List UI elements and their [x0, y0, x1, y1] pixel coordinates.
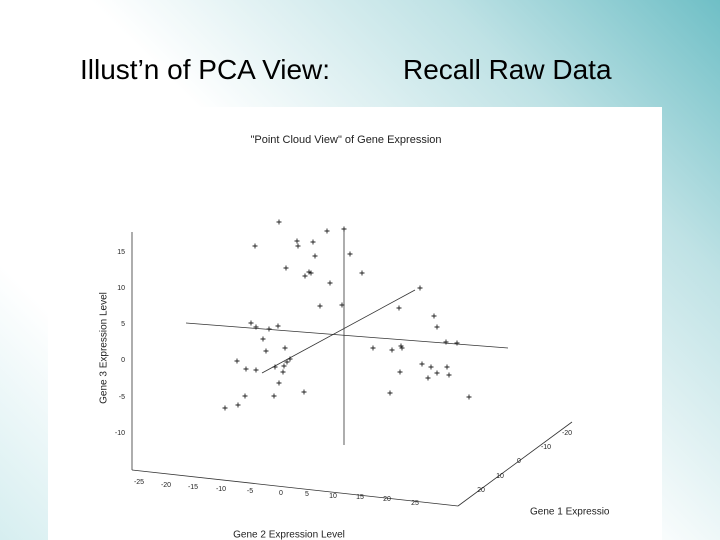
point [301, 389, 307, 395]
figure-background [48, 107, 662, 540]
point [287, 356, 293, 362]
point [252, 243, 258, 249]
point [266, 326, 272, 332]
x-axis-label: Gene 2 Expression Level [233, 530, 345, 540]
point [222, 405, 228, 411]
point [466, 394, 472, 400]
tick-label: 25 [411, 500, 419, 507]
point [310, 239, 316, 245]
point [425, 375, 431, 381]
point [431, 313, 437, 319]
point [434, 370, 440, 376]
point [284, 359, 290, 365]
tick-label: -15 [188, 484, 198, 491]
point [280, 369, 286, 375]
point [446, 372, 452, 378]
tick-label: -5 [247, 488, 253, 495]
point [283, 265, 289, 271]
point [444, 364, 450, 370]
tick-label: -10 [115, 430, 125, 437]
point-cloud [222, 219, 472, 411]
point [276, 380, 282, 386]
tick-label: -20 [562, 430, 572, 437]
point [272, 364, 278, 370]
point [282, 345, 288, 351]
figure-title: "Point Cloud View" of Gene Expression [250, 134, 441, 146]
point [275, 323, 281, 329]
point [419, 361, 425, 367]
point [397, 369, 403, 375]
point [312, 253, 318, 259]
point [281, 363, 287, 369]
point [370, 345, 376, 351]
tick-label: 0 [121, 357, 125, 364]
point [248, 320, 254, 326]
point [276, 219, 282, 225]
y-axis-label: Gene 1 Expressio [530, 507, 610, 518]
point [417, 285, 423, 291]
point [324, 228, 330, 234]
tick-labels: 15 10 5 0 -5 -10 -25 -20 -15 -10 -5 0 5 10 15 20 25 -20 -1… [115, 249, 572, 507]
point [242, 393, 248, 399]
slide-title: Illust’n of PCA View: [80, 54, 331, 85]
point [389, 347, 395, 353]
point [243, 366, 249, 372]
point [428, 364, 434, 370]
point [339, 302, 345, 308]
tick-label: 15 [117, 249, 125, 256]
tick-label: -20 [161, 482, 171, 489]
tick-label: 5 [305, 491, 309, 498]
tick-label: 10 [329, 493, 337, 500]
point [399, 345, 405, 351]
point [341, 226, 347, 232]
point [317, 303, 323, 309]
tick-label: 0 [279, 490, 283, 497]
tick-label: 20 [383, 496, 391, 503]
point [263, 348, 269, 354]
tick-label: -5 [119, 394, 125, 401]
point [396, 305, 402, 311]
point [253, 367, 259, 373]
point [271, 393, 277, 399]
slide-title: Recall Raw Data [403, 54, 612, 85]
tick-label: -10 [216, 486, 226, 493]
point [234, 358, 240, 364]
tick-label: 10 [496, 473, 504, 480]
point [294, 238, 300, 244]
point [387, 390, 393, 396]
point [454, 340, 460, 346]
point [359, 270, 365, 276]
point [327, 280, 333, 286]
point [347, 251, 353, 257]
point [443, 339, 449, 345]
tick-label: 0 [517, 458, 521, 465]
point [235, 402, 241, 408]
tick-label: 5 [121, 321, 125, 328]
tick-label: 10 [117, 285, 125, 292]
point [295, 243, 301, 249]
tick-label: 15 [356, 494, 364, 501]
point [302, 273, 308, 279]
point [253, 324, 259, 330]
z-axis-label: Gene 3 Expression Level [99, 292, 110, 404]
point [434, 324, 440, 330]
tick-label: -25 [134, 479, 144, 486]
tick-label: 20 [477, 487, 485, 494]
point [260, 336, 266, 342]
point [308, 270, 314, 276]
tick-label: -10 [541, 444, 551, 451]
